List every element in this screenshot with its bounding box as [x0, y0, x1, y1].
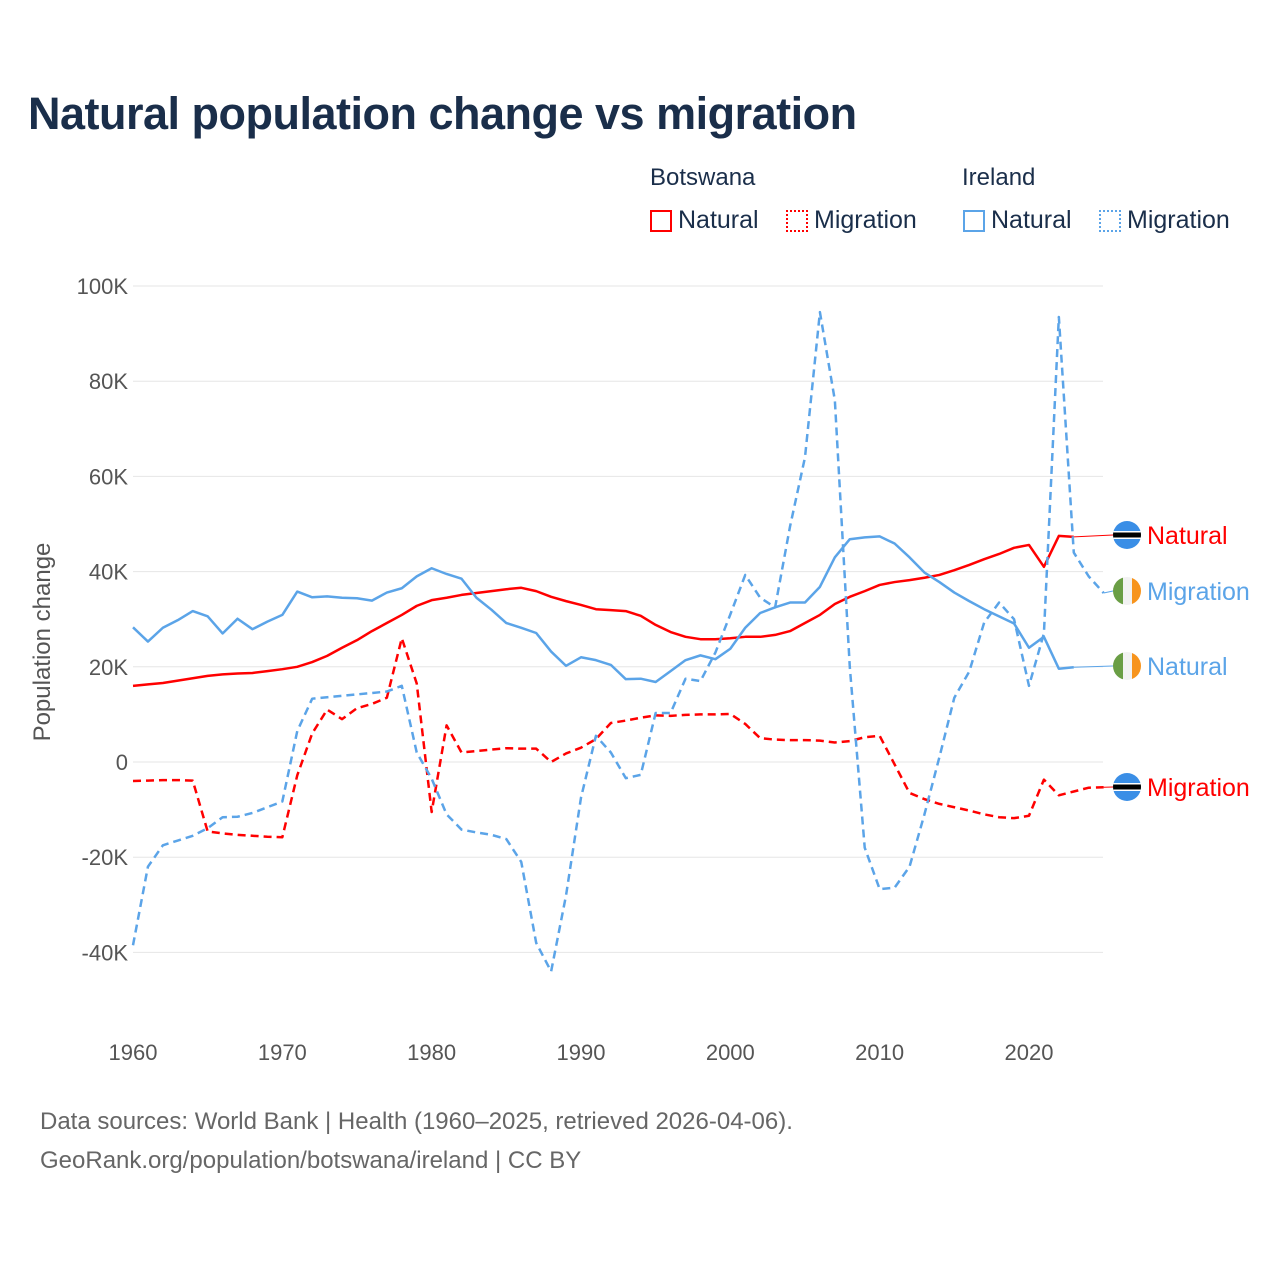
- legend-botswana-natural[interactable]: Natural: [650, 206, 759, 235]
- end-label: Natural: [1147, 522, 1228, 550]
- legend-group-ireland: Ireland: [962, 164, 1036, 191]
- y-axis-label: Population change: [29, 543, 56, 742]
- ireland-flag-icon: [1113, 577, 1141, 605]
- leader-line: [1103, 590, 1114, 594]
- y-tick-label: 80K: [89, 369, 128, 394]
- legend-group-botswana: Botswana: [650, 164, 756, 191]
- legend-swatch-dotted: [1099, 209, 1121, 232]
- legend-label: Migration: [814, 206, 917, 234]
- x-tick-label: 1970: [258, 1040, 307, 1065]
- leader-line: [1073, 534, 1114, 538]
- x-tick-label: 1960: [109, 1040, 158, 1065]
- y-tick-label: -20K: [82, 845, 129, 870]
- series-line-botswana-migration: [132, 636, 1104, 839]
- footer-link[interactable]: GeoRank.org/population/botswana/ireland …: [40, 1147, 582, 1174]
- y-tick-label: 100K: [77, 274, 129, 299]
- y-tick-label: 60K: [89, 464, 128, 489]
- series-line-ireland-natural: [132, 535, 1074, 684]
- botswana-flag-icon: [1113, 521, 1141, 549]
- ireland-flag-icon: [1113, 652, 1141, 680]
- x-tick-label: 1990: [557, 1040, 606, 1065]
- legend-label: Migration: [1127, 206, 1230, 234]
- leader-line: [1073, 665, 1114, 668]
- legend-label: Natural: [678, 206, 759, 234]
- footer-sources: Data sources: World Bank | Health (1960–…: [40, 1108, 793, 1135]
- y-tick-label: 40K: [89, 560, 128, 585]
- end-label: Natural: [1147, 653, 1228, 681]
- end-label: Migration: [1147, 578, 1250, 606]
- y-tick-label: 0: [116, 750, 128, 775]
- y-tick-label: -40K: [82, 940, 129, 965]
- x-tick-label: 2000: [706, 1040, 755, 1065]
- y-tick-label: 20K: [89, 655, 128, 680]
- legend-swatch-solid: [963, 209, 985, 232]
- legend-botswana-migration[interactable]: Migration: [786, 206, 917, 235]
- botswana-flag-icon: [1113, 773, 1141, 801]
- x-tick-label: 2010: [855, 1040, 904, 1065]
- legend-label: Natural: [991, 206, 1072, 234]
- series-line-ireland-migration: [131, 310, 1105, 973]
- end-label: Migration: [1147, 774, 1250, 802]
- legend-swatch-dotted: [786, 209, 808, 232]
- series-line-botswana-natural: [132, 534, 1074, 688]
- x-tick-label: 2020: [1005, 1040, 1054, 1065]
- legend-swatch-solid: [650, 209, 672, 232]
- legend-ireland-natural[interactable]: Natural: [963, 206, 1072, 235]
- chart-title: Natural population change vs migration: [28, 88, 857, 139]
- legend-ireland-migration[interactable]: Migration: [1099, 206, 1230, 235]
- x-tick-label: 1980: [407, 1040, 456, 1065]
